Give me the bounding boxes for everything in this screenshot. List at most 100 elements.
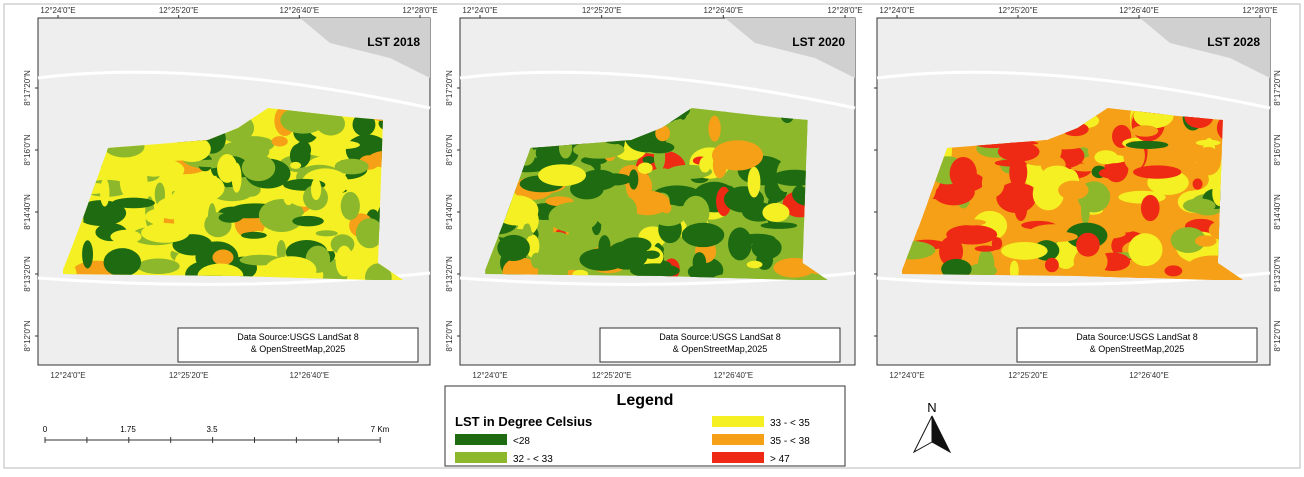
lst-patch xyxy=(549,202,599,232)
lst-patch xyxy=(311,178,321,200)
lat-label: 8°16'0"N xyxy=(445,134,454,165)
lst-patch xyxy=(171,174,192,193)
lst-patch xyxy=(599,194,637,227)
lon-label: 12°25'20"E xyxy=(592,371,632,380)
lst-patch xyxy=(137,259,179,274)
lat-label: 8°17'20"N xyxy=(445,70,454,106)
lst-patch xyxy=(547,232,569,245)
lst-patch xyxy=(241,232,267,239)
lat-label: 8°13'20"N xyxy=(1273,256,1282,292)
lat-label: 8°12'0"N xyxy=(23,320,32,351)
lst-patch xyxy=(1165,265,1183,276)
lst-patch xyxy=(1133,165,1181,178)
lst-patch xyxy=(336,246,353,277)
lst-patch xyxy=(212,250,233,266)
lon-label: 12°24'0"E xyxy=(889,371,924,380)
source-text: Data Source:USGS LandSat 8 xyxy=(1076,332,1198,342)
lon-label: 12°25'20"E xyxy=(998,6,1038,15)
lon-label: 12°24'0"E xyxy=(40,6,75,15)
lst-patch xyxy=(295,141,311,159)
lst-patch xyxy=(531,253,542,269)
source-text: Data Source:USGS LandSat 8 xyxy=(659,332,781,342)
scale-label: 3.5 xyxy=(206,425,218,434)
legend-label: 35 - < 38 xyxy=(770,436,810,447)
lst-patch xyxy=(1128,233,1162,266)
lon-label: 12°25'20"E xyxy=(582,6,622,15)
lst-patch xyxy=(104,248,142,276)
lst-patch xyxy=(141,223,189,243)
lst-patch xyxy=(975,246,997,252)
lat-label: 8°14'40"N xyxy=(445,194,454,230)
legend-label: 32 - < 33 xyxy=(513,454,553,465)
scale-label: 0 xyxy=(43,425,48,434)
legend-swatch xyxy=(455,452,507,463)
lst-patch xyxy=(1126,141,1169,149)
lon-label: 12°26'40"E xyxy=(290,371,330,380)
lst-patch xyxy=(606,241,648,270)
lst-patch xyxy=(1038,232,1078,242)
lst-patch xyxy=(242,155,276,181)
lst-patch xyxy=(341,192,360,220)
lst-patch xyxy=(1076,233,1100,257)
lon-label: 12°24'0"E xyxy=(462,6,497,15)
legend-title: Legend xyxy=(617,392,674,409)
lst-patch xyxy=(1094,150,1117,164)
lat-label: 8°14'40"N xyxy=(1273,194,1282,230)
map-panel: LST 2028Data Source:USGS LandSat 8& Open… xyxy=(874,6,1282,380)
panel-title: LST 2020 xyxy=(792,35,845,49)
north-arrow: N xyxy=(914,400,950,452)
lst-patch xyxy=(1193,179,1203,190)
lst-patch xyxy=(1113,223,1136,232)
lst-patch xyxy=(82,240,93,268)
lst-patch xyxy=(219,212,243,222)
lst-patch xyxy=(272,136,288,146)
lon-label: 12°28'0"E xyxy=(827,6,862,15)
lst-patch xyxy=(1183,198,1216,213)
source-text: & OpenStreetMap,2025 xyxy=(673,344,768,354)
lst-patch xyxy=(708,116,720,142)
legend: LegendLST in Degree Celsius<2832 - < 333… xyxy=(445,386,845,466)
lst-patch xyxy=(1196,147,1221,176)
lst-patch xyxy=(748,167,761,198)
lst-patch xyxy=(1099,168,1126,179)
legend-swatch xyxy=(712,434,764,445)
lst-patch xyxy=(1001,242,1048,260)
lat-label: 8°12'0"N xyxy=(445,320,454,351)
lon-label: 12°28'0"E xyxy=(402,6,437,15)
lst-patch xyxy=(982,169,1005,197)
lon-label: 12°26'40"E xyxy=(704,6,744,15)
north-label: N xyxy=(927,400,936,415)
legend-swatch xyxy=(712,416,764,427)
lat-label: 8°13'20"N xyxy=(23,256,32,292)
source-text: Data Source:USGS LandSat 8 xyxy=(237,332,359,342)
lst-patch xyxy=(712,140,763,170)
lst-patch xyxy=(316,230,338,236)
lst-patch xyxy=(120,166,132,196)
scale-label: 1.75 xyxy=(120,425,136,434)
panel-title: LST 2028 xyxy=(1207,35,1260,49)
lst-patch xyxy=(1132,125,1159,136)
legend-swatch xyxy=(455,434,507,445)
lst-patch xyxy=(739,234,775,244)
lst-patch xyxy=(946,225,997,245)
arrow-right xyxy=(932,416,950,452)
lat-label: 8°14'40"N xyxy=(23,194,32,230)
lst-patch xyxy=(158,159,176,172)
lst-patch xyxy=(728,227,752,260)
lst-patch xyxy=(1009,156,1027,188)
panel-title: LST 2018 xyxy=(367,35,420,49)
map-panel: LST 2020 Data Source:USGS LandSat 8 & Open… xyxy=(445,6,863,380)
lon-label: 12°25'20"E xyxy=(159,6,199,15)
lon-label: 12°26'40"E xyxy=(1119,6,1159,15)
lst-patch xyxy=(747,261,763,269)
lst-patch xyxy=(110,230,141,244)
lat-label: 8°17'20"N xyxy=(23,70,32,106)
lon-label: 12°26'40"E xyxy=(280,6,320,15)
lst-patch xyxy=(682,223,725,247)
lon-label: 12°26'40"E xyxy=(1129,371,1169,380)
legend-swatch xyxy=(712,452,764,463)
lst-patch xyxy=(290,162,301,169)
source-text: & OpenStreetMap,2025 xyxy=(251,344,346,354)
lst-patch xyxy=(292,216,324,227)
lst-patch xyxy=(1141,195,1160,221)
